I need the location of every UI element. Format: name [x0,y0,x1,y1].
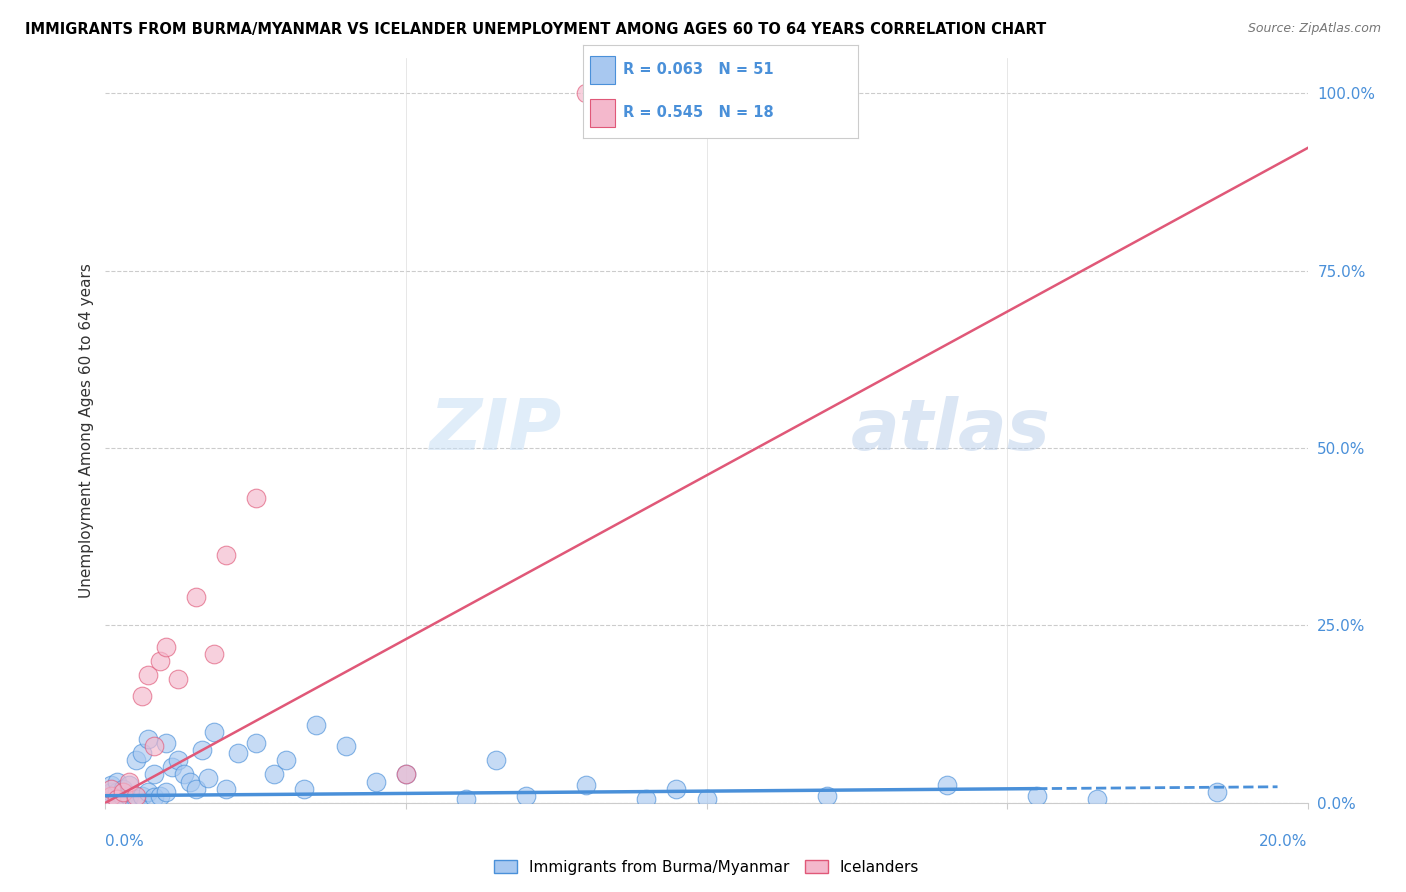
Point [131,690,153,704]
Point [155,735,177,749]
Point [1206,785,1229,799]
Point [179,774,201,789]
Point [142,767,165,781]
Point [131,789,153,803]
Point [214,781,236,796]
Point [1026,789,1049,803]
Point [226,746,249,760]
Text: Source: ZipAtlas.com: Source: ZipAtlas.com [1247,22,1381,36]
Point [112,781,135,796]
Point [118,789,141,803]
Point [245,735,267,749]
Point [107,785,129,799]
Point [112,790,135,805]
Y-axis label: Unemployment Among Ages 60 to 64 years: Unemployment Among Ages 60 to 64 years [79,263,94,598]
Point [142,790,165,805]
Point [696,792,718,806]
Point [124,789,146,803]
Point [190,742,212,756]
Point [107,792,129,806]
Point [155,785,177,799]
Point [124,792,146,806]
Point [100,789,122,803]
Point [148,654,170,668]
Point [100,792,122,806]
Point [107,792,129,806]
Point [136,731,159,746]
Text: IMMIGRANTS FROM BURMA/MYANMAR VS ICELANDER UNEMPLOYMENT AMONG AGES 60 TO 64 YEAR: IMMIGRANTS FROM BURMA/MYANMAR VS ICELAND… [25,22,1046,37]
Point [136,785,159,799]
Text: ZIP: ZIP [430,396,562,465]
Point [184,781,207,796]
Point [305,718,328,732]
Point [274,753,297,767]
Point [131,746,153,760]
Point [202,647,225,661]
Point [292,781,315,796]
Point [395,767,418,781]
Text: atlas: atlas [851,396,1050,465]
Point [118,774,141,789]
Text: 20.0%: 20.0% [1260,834,1308,848]
Point [100,785,122,799]
Point [335,739,357,753]
Legend: Immigrants from Burma/Myanmar, Icelanders: Immigrants from Burma/Myanmar, Icelander… [488,854,925,880]
Point [214,548,236,562]
Point [155,640,177,654]
Point [575,87,598,101]
Point [202,724,225,739]
Point [107,774,129,789]
Point [136,668,159,682]
Point [148,789,170,803]
Point [160,760,183,774]
Point [173,767,195,781]
Point [124,753,146,767]
Point [112,785,135,799]
Text: R = 0.063   N = 51: R = 0.063 N = 51 [623,62,773,78]
Point [166,672,188,686]
Point [100,781,122,796]
Text: R = 0.545   N = 18: R = 0.545 N = 18 [623,105,773,120]
Point [454,792,477,806]
Point [197,771,219,785]
Point [166,753,188,767]
Bar [591,99,614,127]
Point [395,767,418,781]
Point [118,778,141,792]
Point [184,590,207,604]
Point [263,767,285,781]
Point [665,781,688,796]
Bar [591,56,614,84]
Point [364,774,387,789]
Point [636,792,658,806]
Point [100,778,122,792]
Point [485,753,508,767]
Point [936,778,959,792]
Text: 0.0%: 0.0% [105,834,145,848]
Point [815,789,838,803]
Point [142,739,165,753]
Point [1085,792,1108,806]
Point [575,778,598,792]
Point [245,491,267,505]
Point [515,789,537,803]
